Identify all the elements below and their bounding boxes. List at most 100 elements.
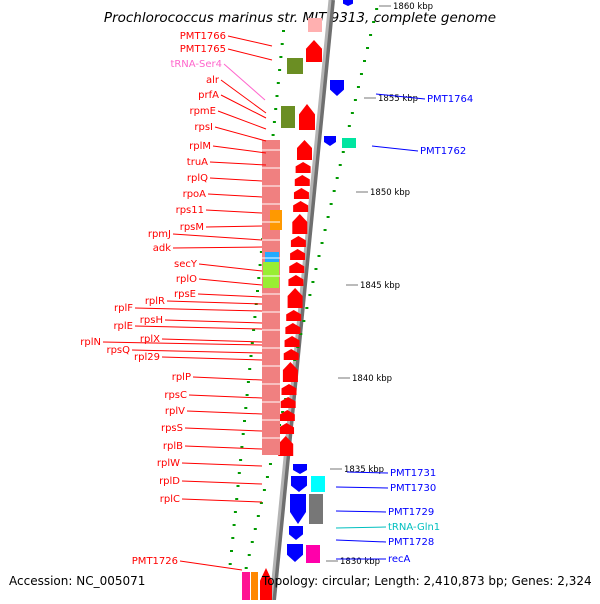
ruler-tick — [335, 177, 339, 179]
kbp-label: 1835 kbp — [344, 465, 384, 475]
right-gene-label: PMT1731 — [390, 468, 436, 479]
gene-arrow-rp — [278, 436, 294, 456]
ruler-tick — [369, 34, 373, 36]
left-leader-line — [134, 307, 263, 312]
right-gene-label: recA — [388, 554, 411, 565]
left-gene-label: tRNA-Ser4 — [170, 59, 222, 70]
right-gene-label: tRNA-Gln1 — [388, 522, 440, 533]
ruler-tick — [350, 112, 354, 114]
left-dot — [237, 472, 241, 474]
kbp-label: 1845 kbp — [360, 281, 400, 291]
gene-arrow-top — [343, 0, 353, 6]
ruler-tick — [323, 229, 327, 231]
left-leader-line — [198, 278, 263, 286]
gene-top-pale — [308, 18, 322, 32]
map-title: Prochlorococcus marinus str. MIT 9313, c… — [104, 10, 496, 26]
ruler-tick — [341, 151, 345, 153]
ruler-tick — [311, 281, 315, 283]
gene-arrow-rp — [287, 288, 303, 308]
left-dot — [271, 134, 275, 136]
gene-arrow-rp — [286, 310, 302, 321]
right-leader-line — [346, 471, 389, 474]
accession-text: Accession: NC_005071 — [9, 574, 146, 588]
ruler-tick — [314, 268, 318, 270]
left-leader-line — [197, 293, 263, 298]
left-leader-line — [227, 35, 273, 47]
left-gene-label: rpsS — [161, 423, 183, 434]
left-dot — [250, 342, 254, 344]
right-gene-label: PMT1762 — [420, 146, 466, 157]
right-gene-label: PMT1729 — [388, 507, 434, 518]
gene-arrow-rp — [288, 275, 304, 286]
gene-block-orange — [270, 210, 282, 230]
left-leader-line — [192, 376, 263, 381]
left-leader-line — [220, 94, 267, 119]
ruler-tick — [308, 294, 312, 296]
left-gene-label: rpsM — [180, 222, 204, 233]
gene-block-green — [263, 262, 279, 288]
left-leader-line — [220, 79, 267, 114]
ruler-tick — [347, 125, 351, 127]
left-gene-label: rpsH — [140, 315, 163, 326]
left-gene-label: rplB — [163, 441, 183, 452]
left-leader-line — [181, 498, 263, 503]
left-gene-label: rplO — [176, 274, 197, 285]
left-leader-line — [161, 356, 263, 361]
ruler-tick — [332, 190, 336, 192]
gene-arrow-reca — [287, 544, 303, 562]
left-dot — [232, 524, 236, 526]
left-leader-line — [134, 325, 263, 330]
left-gene-label: rplN — [80, 337, 101, 348]
left-leader-line — [223, 63, 266, 101]
left-dot — [278, 69, 282, 71]
left-dot — [252, 329, 256, 331]
left-leader-line — [102, 341, 263, 346]
left-leader-line — [166, 300, 263, 305]
gene-arrow-pmt1762 — [324, 136, 336, 146]
left-leader-line — [186, 410, 263, 415]
left-gene-label: rplR — [145, 296, 165, 307]
right-gene-label: PMT1764 — [427, 94, 473, 105]
left-dot — [228, 563, 232, 565]
left-leader-line — [214, 126, 267, 142]
gene-arrow-rp — [279, 410, 295, 421]
ruler-tick — [317, 255, 321, 257]
left-gene-label: rpsC — [164, 390, 187, 401]
left-dot — [246, 381, 250, 383]
gene-block-pmt1726 — [242, 572, 250, 600]
gene-arrow-rp — [297, 140, 312, 160]
left-dot — [249, 355, 253, 357]
left-leader-line — [172, 233, 263, 241]
left-dot — [241, 433, 245, 435]
left-leader-line — [161, 338, 263, 343]
left-gene-label: adk — [153, 243, 171, 254]
left-gene-label: rpsE — [174, 289, 196, 300]
left-dot — [243, 420, 246, 422]
left-leader-line — [198, 263, 263, 272]
gene-arrow-rp — [294, 175, 310, 186]
left-gene-label: rplE — [113, 321, 133, 332]
left-dot — [282, 30, 285, 32]
gene-arrow-rp — [279, 423, 295, 434]
gene-arrow-rp — [292, 214, 308, 234]
gene-block-magenta — [306, 545, 320, 563]
left-gene-label: rplC — [160, 494, 180, 505]
left-gene-label: rpmJ — [148, 229, 171, 240]
left-gene-label: rps11 — [176, 205, 204, 216]
ruler-tick — [359, 73, 363, 75]
left-leader-line — [164, 319, 263, 324]
ruler-tick — [259, 502, 263, 504]
ruler-tick — [363, 60, 366, 62]
left-leader-line — [184, 445, 263, 450]
left-gene-label: rpmE — [189, 106, 216, 117]
left-leader-line — [179, 560, 243, 571]
left-dot — [245, 394, 249, 396]
left-leader-line — [181, 462, 263, 467]
left-dot — [280, 43, 284, 45]
gene-block-pmt1765 — [287, 58, 303, 74]
ruler-tick — [244, 567, 248, 569]
ruler-tick — [268, 463, 272, 465]
gene-arrow-rp — [290, 249, 306, 260]
left-leader-line — [172, 246, 263, 249]
